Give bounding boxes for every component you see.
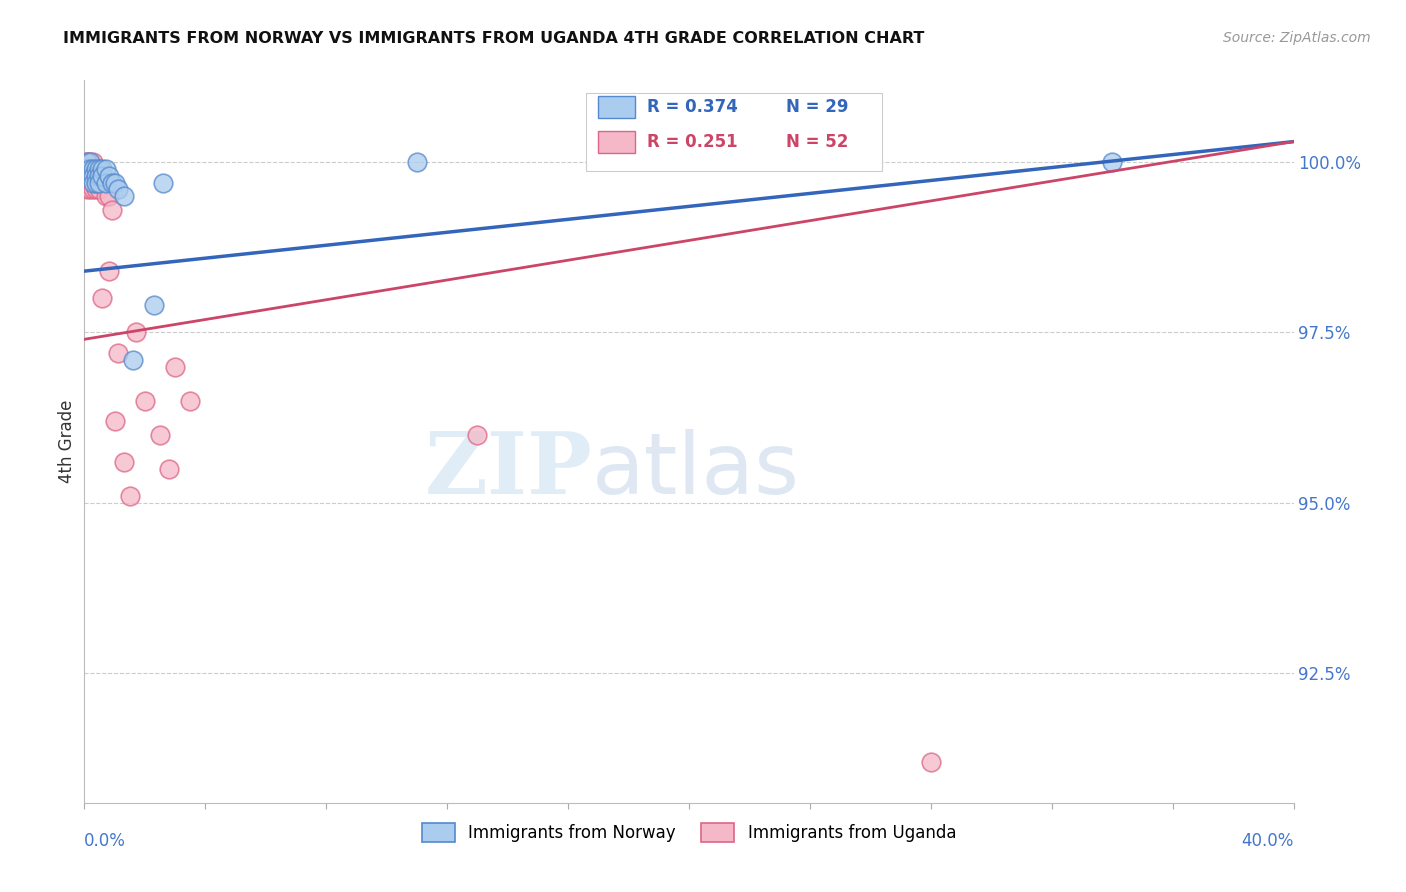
Point — [152, 176, 174, 190]
Point — [107, 346, 129, 360]
Point — [118, 489, 141, 503]
Point — [91, 176, 114, 190]
Point — [79, 155, 101, 169]
Point — [76, 169, 98, 183]
Point — [82, 169, 104, 183]
Point — [100, 202, 122, 217]
Text: N = 52: N = 52 — [786, 133, 848, 151]
Text: Source: ZipAtlas.com: Source: ZipAtlas.com — [1223, 31, 1371, 45]
Point — [100, 176, 122, 190]
Point — [79, 176, 101, 190]
Point — [89, 161, 111, 176]
Point — [79, 176, 101, 190]
Legend: Immigrants from Norway, Immigrants from Uganda: Immigrants from Norway, Immigrants from … — [415, 816, 963, 848]
Bar — [599, 131, 634, 153]
Point — [76, 161, 98, 176]
Text: IMMIGRANTS FROM NORWAY VS IMMIGRANTS FROM UGANDA 4TH GRADE CORRELATION CHART: IMMIGRANTS FROM NORWAY VS IMMIGRANTS FRO… — [63, 31, 925, 46]
Point — [157, 462, 180, 476]
Text: atlas: atlas — [592, 429, 800, 512]
Point — [149, 427, 172, 442]
Point — [79, 182, 101, 196]
Y-axis label: 4th Grade: 4th Grade — [58, 400, 76, 483]
Text: N = 29: N = 29 — [786, 98, 848, 116]
Text: R = 0.374: R = 0.374 — [647, 98, 738, 116]
Point — [82, 169, 104, 183]
Point — [86, 182, 108, 196]
Point — [79, 155, 101, 169]
Point — [79, 169, 101, 183]
Point — [406, 155, 429, 169]
Point — [76, 176, 98, 190]
Point — [121, 352, 143, 367]
Point — [86, 161, 108, 176]
Point — [125, 326, 148, 340]
Point — [94, 189, 117, 203]
Point — [1101, 155, 1123, 169]
Point — [112, 455, 135, 469]
Point — [76, 182, 98, 196]
Point — [91, 161, 114, 176]
Point — [79, 161, 101, 176]
Point — [86, 169, 108, 183]
Point — [76, 161, 98, 176]
Bar — [599, 96, 634, 118]
Point — [97, 169, 120, 183]
Text: 40.0%: 40.0% — [1241, 831, 1294, 850]
Point — [89, 169, 111, 183]
Point — [82, 161, 104, 176]
Point — [467, 427, 489, 442]
Point — [76, 161, 98, 176]
Point — [86, 169, 108, 183]
Point — [94, 176, 117, 190]
Text: R = 0.251: R = 0.251 — [647, 133, 737, 151]
Point — [76, 176, 98, 190]
Point — [89, 176, 111, 190]
Point — [104, 414, 127, 428]
Point — [91, 292, 114, 306]
Point — [94, 176, 117, 190]
Point — [179, 393, 201, 408]
Point — [82, 176, 104, 190]
Point — [86, 176, 108, 190]
Point — [91, 169, 114, 183]
Point — [104, 176, 127, 190]
Point — [165, 359, 187, 374]
Point — [79, 169, 101, 183]
Point — [76, 161, 98, 176]
Point — [89, 176, 111, 190]
Point — [97, 264, 120, 278]
Point — [76, 169, 98, 183]
Point — [89, 169, 111, 183]
Point — [920, 755, 942, 769]
Point — [76, 155, 98, 169]
Point — [82, 182, 104, 196]
Point — [76, 155, 98, 169]
Point — [76, 161, 98, 176]
Point — [79, 161, 101, 176]
Point — [82, 161, 104, 176]
Point — [79, 169, 101, 183]
Point — [79, 161, 101, 176]
Point — [82, 155, 104, 169]
Point — [86, 176, 108, 190]
Point — [107, 182, 129, 196]
Point — [134, 393, 156, 408]
Point — [86, 161, 108, 176]
Point — [76, 155, 98, 169]
Point — [82, 176, 104, 190]
Point — [142, 298, 165, 312]
Point — [89, 182, 111, 196]
Point — [76, 169, 98, 183]
Text: 0.0%: 0.0% — [84, 831, 127, 850]
Point — [89, 161, 111, 176]
Point — [94, 161, 117, 176]
Point — [97, 189, 120, 203]
FancyBboxPatch shape — [586, 93, 883, 170]
Text: ZIP: ZIP — [425, 428, 592, 512]
Point — [91, 169, 114, 183]
Point — [112, 189, 135, 203]
